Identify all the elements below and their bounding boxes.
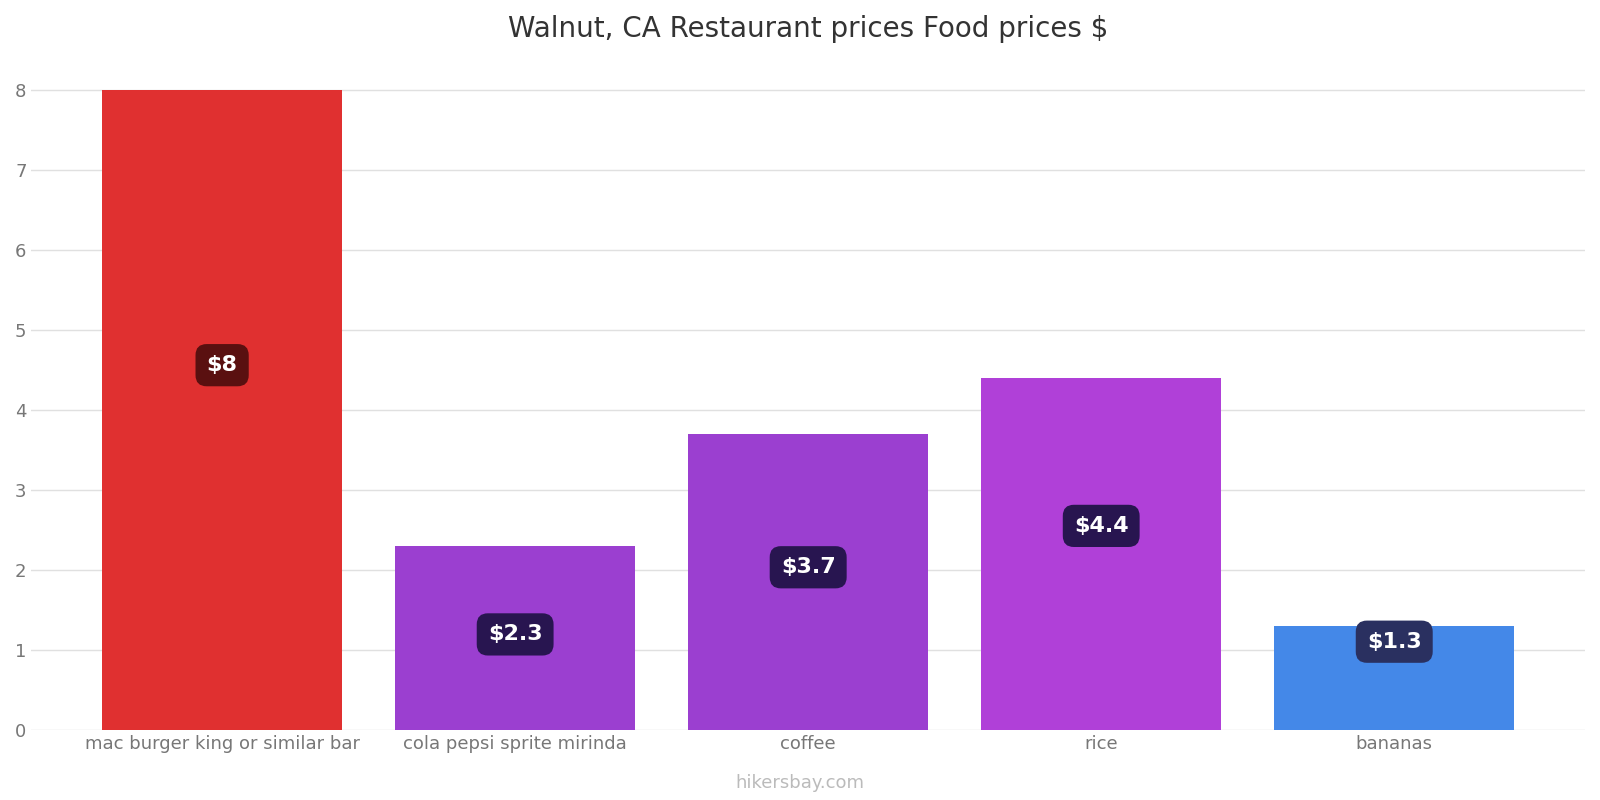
Text: $2.3: $2.3 [488, 625, 542, 645]
Text: $8: $8 [206, 355, 238, 375]
Bar [981, 378, 1221, 730]
Bar [102, 90, 342, 730]
Bar [688, 434, 928, 730]
Text: $4.4: $4.4 [1074, 516, 1128, 536]
Bar [395, 546, 635, 730]
Text: hikersbay.com: hikersbay.com [736, 774, 864, 792]
Text: $1.3: $1.3 [1366, 632, 1422, 652]
Title: Walnut, CA Restaurant prices Food prices $: Walnut, CA Restaurant prices Food prices… [509, 15, 1109, 43]
Bar [1274, 626, 1514, 730]
Text: $3.7: $3.7 [781, 558, 835, 578]
